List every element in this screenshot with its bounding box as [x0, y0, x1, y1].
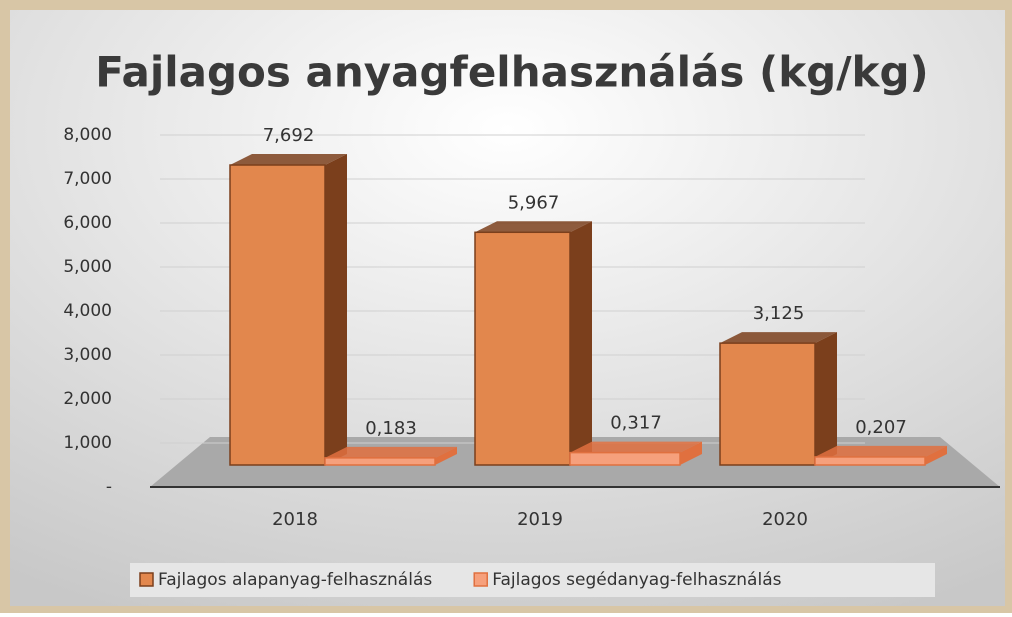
y-tick-label: 6,000: [63, 213, 112, 233]
bar: [324, 457, 436, 466]
bar: [569, 451, 681, 466]
bar-side: [815, 332, 837, 465]
bar: [229, 164, 326, 466]
bar-side: [680, 441, 702, 465]
bar-side: [325, 154, 347, 465]
y-tick-label: 7,000: [63, 169, 112, 189]
y-tick-label: 8,000: [63, 125, 112, 145]
bar-top: [475, 221, 592, 233]
legend-swatch: [473, 572, 488, 587]
legend-label: Fajlagos alapanyag-felhasználás: [158, 570, 432, 590]
y-tick-label: -: [106, 477, 112, 497]
bar-top: [720, 332, 837, 344]
chart-title: Fajlagos anyagfelhasználás (kg/kg): [95, 48, 928, 97]
data-label: 0,207: [855, 417, 907, 438]
data-label: 7,692: [263, 125, 315, 146]
bar: [474, 231, 571, 466]
bar-side: [925, 445, 947, 465]
bar-side: [570, 221, 592, 465]
bar-top: [230, 154, 347, 166]
y-tick-label: 2,000: [63, 389, 112, 409]
bar-top: [325, 446, 457, 458]
y-tick-label: 3,000: [63, 345, 112, 365]
legend-box: [130, 563, 935, 597]
data-label: 0,317: [610, 413, 662, 434]
legend-swatch: [139, 572, 154, 587]
bar-side: [435, 446, 457, 465]
x-tick-label: 2020: [762, 509, 808, 530]
data-label: 3,125: [753, 303, 805, 324]
bar: [719, 342, 816, 466]
data-label: 0,183: [365, 418, 417, 439]
y-tick-label: 4,000: [63, 301, 112, 321]
x-tick-label: 2018: [272, 509, 318, 530]
x-tick-label: 2019: [517, 509, 563, 530]
legend-label: Fajlagos segédanyag-felhasználás: [492, 570, 781, 590]
bar: [814, 456, 926, 466]
bar-top: [815, 445, 947, 457]
y-tick-label: 1,000: [63, 433, 112, 453]
y-tick-label: 5,000: [63, 257, 112, 277]
data-label: 5,967: [508, 192, 560, 213]
bar-top: [570, 441, 702, 453]
